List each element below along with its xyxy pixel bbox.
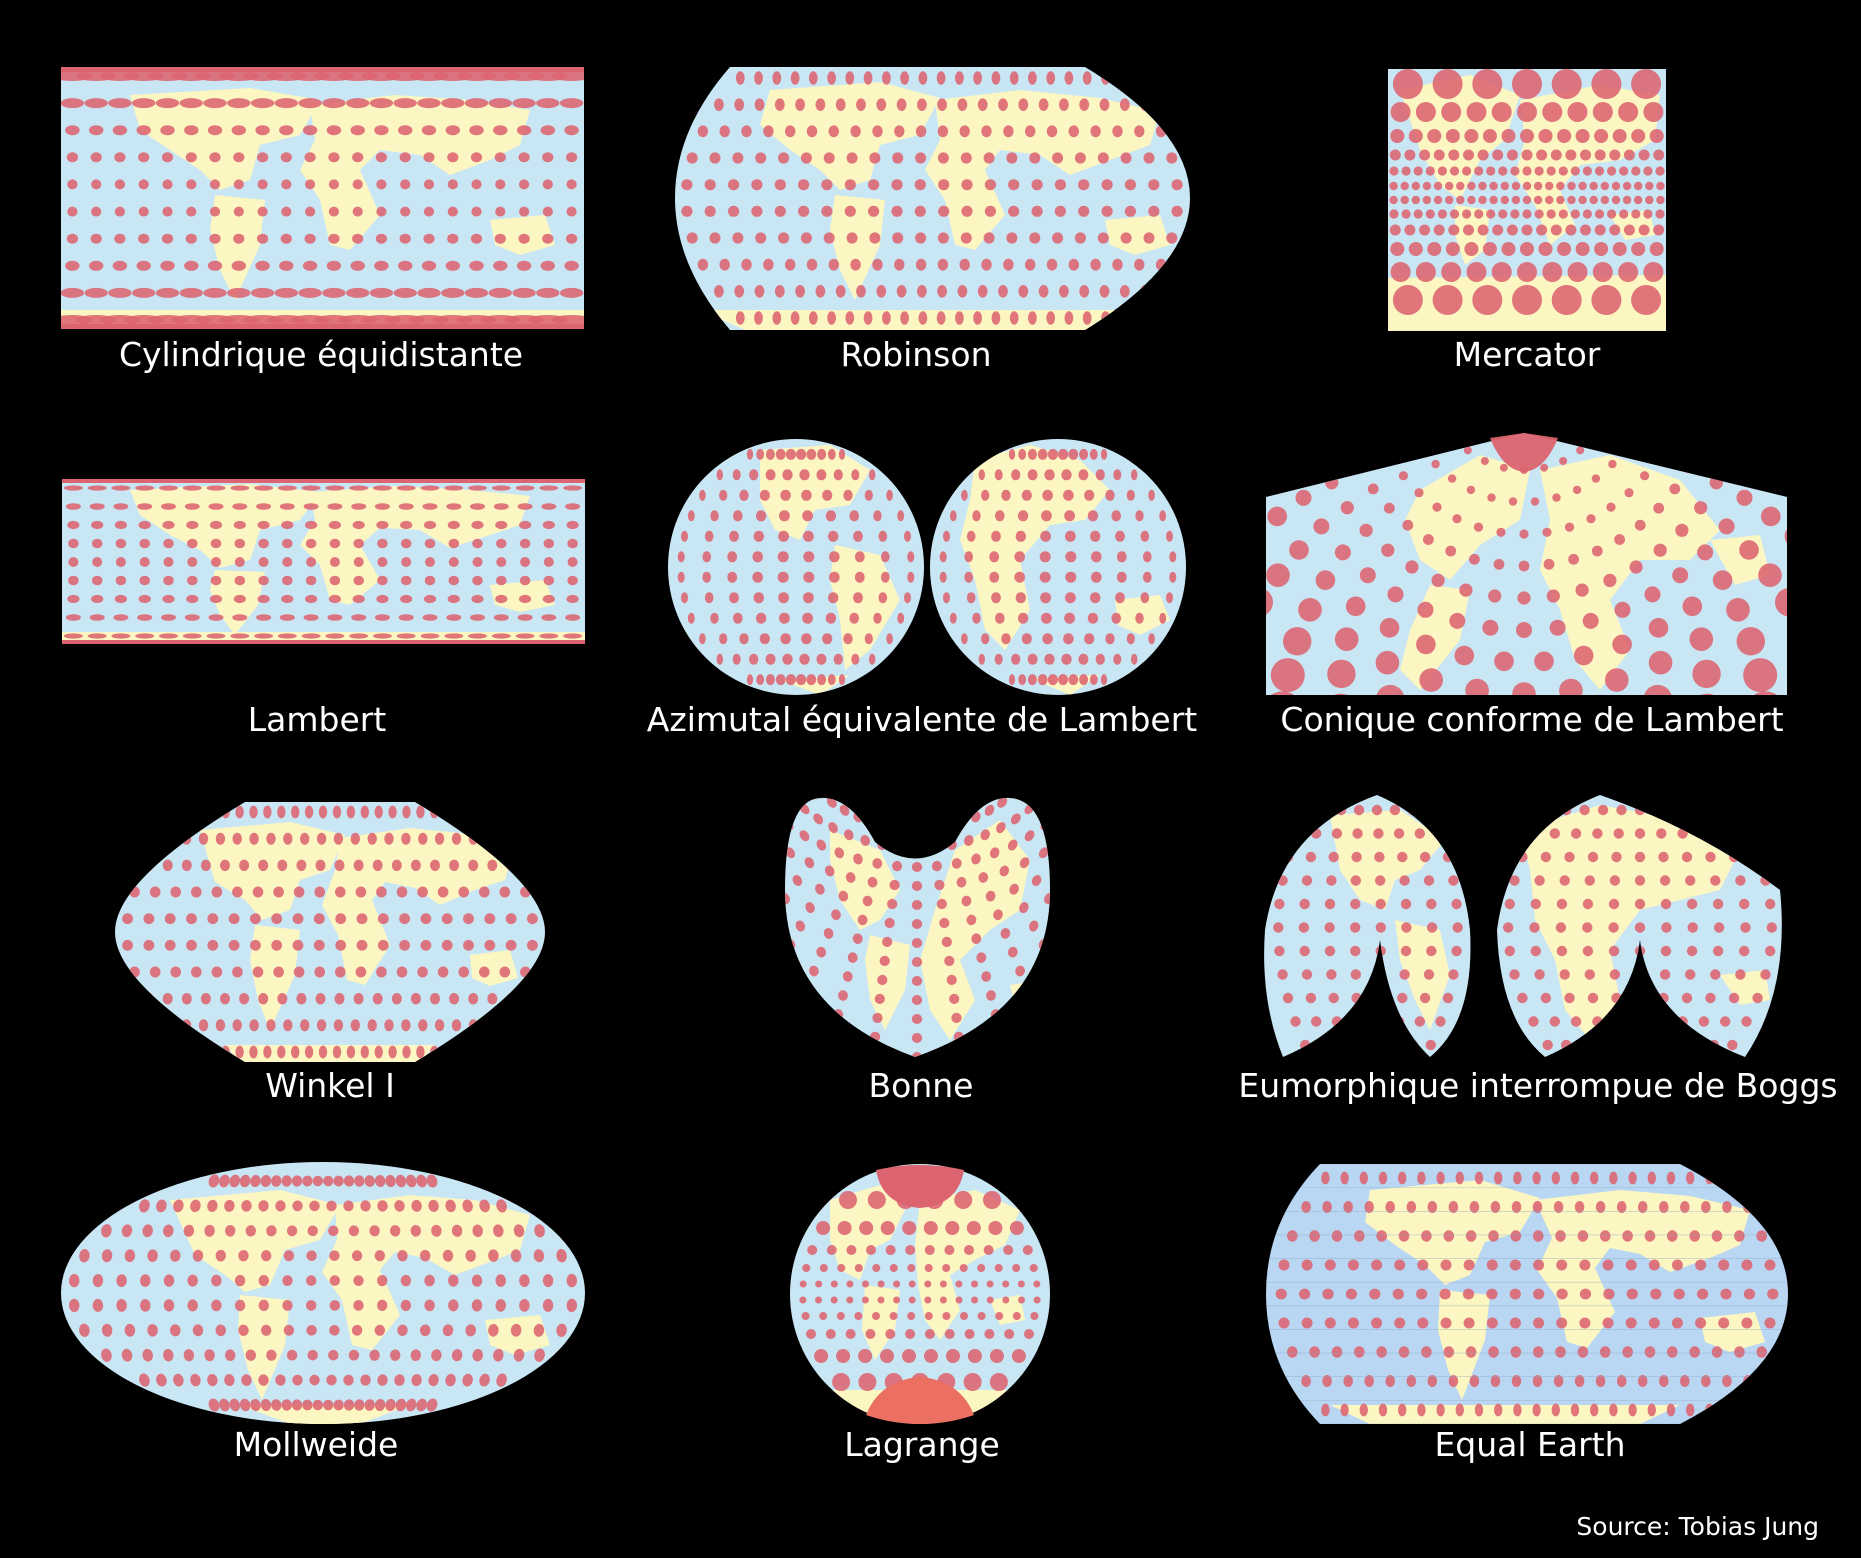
caption-winkel: Winkel I	[265, 1066, 395, 1105]
map-boggs	[1264, 795, 1782, 1057]
map-mercator	[1388, 69, 1666, 331]
caption-azimuthal: Azimutal équivalente de Lambert	[646, 700, 1198, 739]
caption-equirect: Cylindrique équidistante	[118, 335, 524, 374]
map-robinson	[675, 67, 1190, 330]
caption-bonne: Bonne	[868, 1066, 974, 1105]
map-winkel	[115, 802, 545, 1062]
caption-conic: Conique conforme de Lambert	[1280, 700, 1784, 739]
map-mollweide	[61, 1162, 585, 1424]
caption-robinson: Robinson	[840, 335, 992, 374]
caption-mercator: Mercator	[1453, 335, 1601, 374]
source-credit: Source: Tobias Jung	[1576, 1512, 1819, 1541]
caption-mollweide: Mollweide	[233, 1425, 399, 1464]
caption-equalearth: Equal Earth	[1434, 1425, 1626, 1464]
map-bonne	[785, 797, 1050, 1057]
map-conic	[1266, 433, 1787, 695]
caption-lagrange: Lagrange	[844, 1425, 1000, 1464]
map-azimuthal	[668, 439, 1186, 695]
map-equirect	[61, 67, 584, 329]
map-lambert	[62, 479, 585, 644]
caption-boggs: Eumorphique interrompue de Boggs	[1238, 1066, 1838, 1105]
map-equalearth	[1266, 1164, 1788, 1424]
caption-lambert: Lambert	[247, 700, 387, 739]
map-lagrange	[790, 1164, 1050, 1424]
